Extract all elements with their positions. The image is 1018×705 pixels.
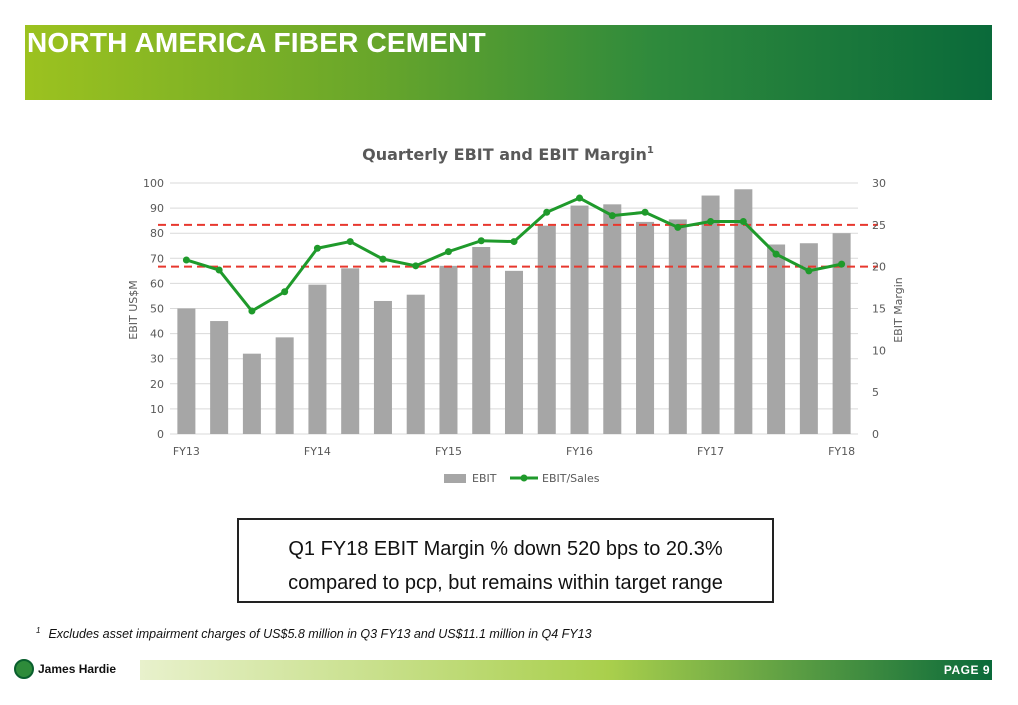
y-tick-label: 70 [150, 252, 164, 265]
margin-point [608, 212, 616, 220]
page-title: NORTH AMERICA FIBER CEMENT [27, 27, 486, 58]
y2-tick-label: 25 [872, 219, 886, 232]
x-tick-label: FY17 [697, 445, 724, 458]
ebit-bar [406, 294, 425, 434]
ebit-bar [570, 205, 589, 434]
chart-title-superscript: 1 [647, 145, 654, 156]
y-tick-label: 50 [150, 303, 164, 316]
chart-title-text: Quarterly EBIT and EBIT Margin [362, 145, 647, 164]
legend: EBIT EBIT/Sales [444, 472, 600, 485]
y2-tick-label: 0 [872, 428, 879, 441]
margin-point [772, 250, 780, 258]
margin-point [215, 266, 223, 274]
footnote: 1 Excludes asset impairment charges of US… [36, 626, 592, 641]
y-tick-label: 20 [150, 378, 164, 391]
y2-tick-label: 10 [872, 344, 886, 357]
ebit-bar [668, 219, 687, 434]
margin-point [707, 217, 715, 225]
ebit-bar [439, 265, 458, 434]
margin-point [510, 238, 518, 246]
margin-point [543, 208, 551, 216]
margin-point [379, 255, 387, 263]
x-axis-ticks: FY13 FY14 FY15 FY16 FY17 FY18 [173, 445, 855, 458]
margin-point [248, 307, 256, 315]
x-tick-label: FY16 [566, 445, 593, 458]
page-number: PAGE 9 [943, 663, 990, 677]
margin-point [576, 194, 584, 202]
y-tick-label: 60 [150, 277, 164, 290]
margin-point [313, 244, 321, 252]
y-tick-label: 10 [150, 403, 164, 416]
ebit-bar [472, 247, 491, 434]
company-logo: James Hardie [14, 659, 116, 679]
ebit-bar [603, 204, 622, 434]
ebit-bar [373, 300, 392, 434]
x-tick-label: FY15 [435, 445, 462, 458]
margin-point [805, 267, 813, 275]
legend-swatch-marker [520, 474, 528, 482]
y-tick-label: 100 [143, 177, 164, 190]
callout-box: Q1 FY18 EBIT Margin % down 520 bps to 20… [237, 518, 774, 603]
y2-axis-ticks: 0 5 10 15 20 25 30 [872, 177, 886, 441]
logo-icon [14, 659, 34, 679]
footnote-marker: 1 [36, 626, 41, 635]
ebit-bar [767, 244, 786, 434]
ebit-bar [275, 337, 294, 434]
ebit-bar [242, 353, 261, 434]
y2-tick-label: 5 [872, 386, 879, 399]
ebit-bar [636, 221, 655, 434]
x-tick-label: FY13 [173, 445, 200, 458]
target-range-lines [158, 223, 878, 268]
ebit-bar [504, 270, 524, 434]
x-tick-label: FY14 [304, 445, 331, 458]
margin-point [739, 217, 747, 225]
y2-axis-label: EBIT Margin [892, 277, 905, 343]
ebit-bar [210, 321, 229, 434]
y-tick-label: 40 [150, 328, 164, 341]
footnote-text: Excludes asset impairment charges of US$… [48, 627, 592, 642]
bar-series [177, 189, 851, 434]
ebit-bar [799, 243, 818, 434]
legend-swatch-ebit [444, 474, 466, 483]
callout-line-2: compared to pcp, but remains within targ… [288, 572, 723, 594]
ebit-bar [177, 308, 196, 434]
y-axis-label: EBIT US$M [127, 280, 140, 339]
y2-tick-label: 30 [872, 177, 886, 190]
ebit-bar [308, 284, 327, 434]
legend-label-ebit: EBIT [472, 472, 497, 485]
logo-text: James Hardie [38, 662, 117, 676]
ebit-bar [701, 195, 720, 434]
y2-tick-label: 20 [872, 261, 886, 274]
margin-point [838, 260, 846, 268]
y-tick-label: 90 [150, 202, 164, 215]
footer-bar [140, 660, 992, 680]
y-axis-ticks: 0 10 20 30 40 50 60 70 80 90 100 [143, 177, 164, 441]
margin-point [641, 208, 649, 216]
y-tick-label: 0 [157, 428, 164, 441]
ebit-bar [341, 268, 360, 434]
margin-point [412, 262, 420, 270]
margin-point [444, 248, 452, 256]
legend-label-margin: EBIT/Sales [542, 472, 600, 485]
callout-line-1: Q1 FY18 EBIT Margin % down 520 bps to 20… [288, 538, 723, 560]
line-series [182, 194, 846, 315]
ebit-bar [734, 189, 753, 434]
margin-point [674, 223, 682, 231]
y-tick-label: 80 [150, 227, 164, 240]
margin-point [346, 238, 354, 246]
x-tick-label: FY18 [828, 445, 855, 458]
chart-title: Quarterly EBIT and EBIT Margin1 [362, 145, 654, 164]
margin-point [182, 256, 190, 264]
y-tick-label: 30 [150, 353, 164, 366]
margin-point [477, 237, 485, 245]
header-band [25, 25, 992, 100]
ebit-bar [832, 233, 851, 434]
y2-tick-label: 15 [872, 303, 886, 316]
margin-point [281, 288, 289, 296]
ebit-bar [537, 225, 556, 434]
